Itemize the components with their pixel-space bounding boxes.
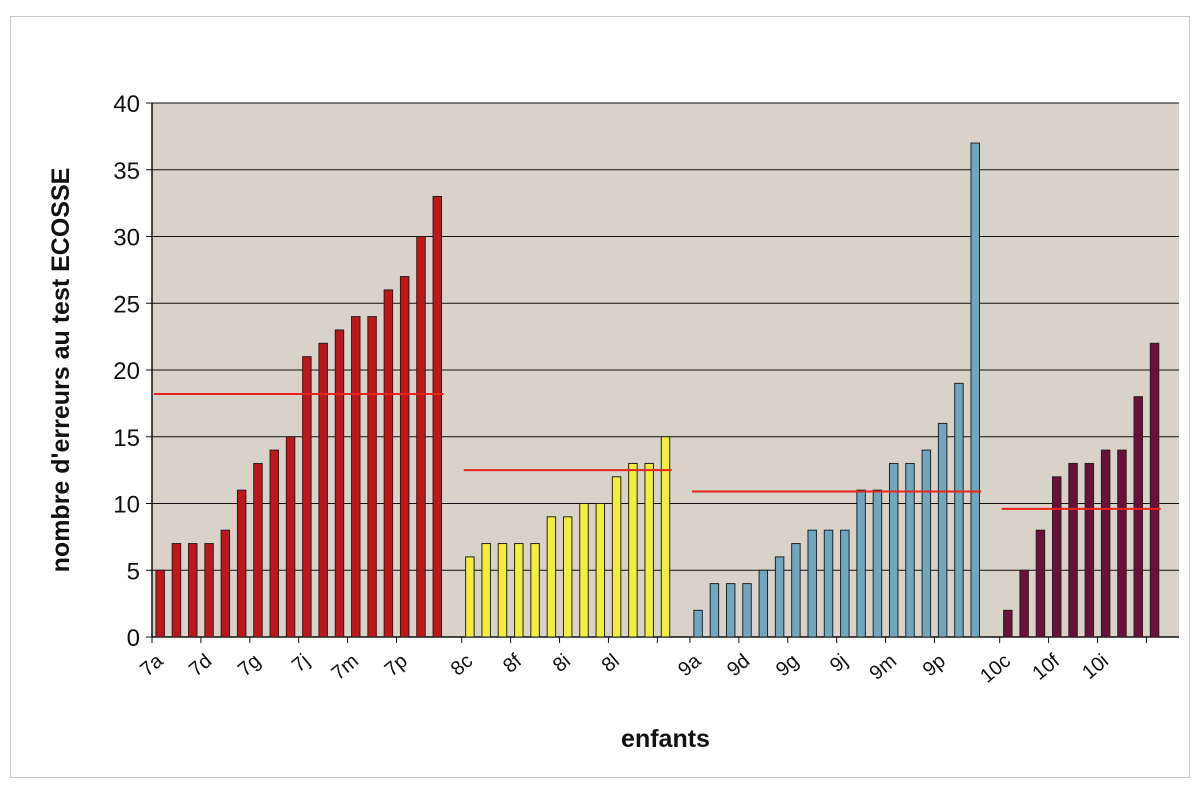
bar [970, 142, 980, 638]
bar [660, 436, 671, 638]
bar [188, 543, 198, 638]
x-tick-label: 8l [598, 650, 624, 677]
bar [1100, 449, 1111, 638]
bar [693, 609, 703, 638]
chart-frame: 0 5 10 15 20 25 30 35 40 7a 7d 7g 7j 7m 7p 8c 8f 8i 8l 9a 9d… [10, 16, 1190, 778]
bar [709, 583, 720, 638]
bar [318, 342, 328, 638]
y-axis-title: nombre d'erreurs au test ECOSSE [47, 168, 75, 573]
x-tick-label: 10f [1029, 650, 1065, 685]
bar [758, 569, 769, 638]
y-tick-label: 35 [113, 158, 140, 185]
x-tick-label: 7a [136, 649, 168, 681]
y-tick-label: 30 [113, 225, 140, 252]
bar [856, 489, 866, 638]
x-tick-label: 9m [866, 650, 901, 685]
bar [546, 516, 557, 638]
y-tick-label: 15 [113, 425, 140, 452]
bar [220, 529, 231, 638]
bar [888, 462, 899, 638]
bar [155, 569, 165, 638]
bar [872, 489, 883, 638]
bar [497, 543, 508, 638]
bar [1133, 396, 1143, 638]
bar [905, 462, 915, 638]
x-tick-label: 9a [674, 649, 706, 681]
bar [514, 543, 524, 638]
bar [595, 503, 606, 638]
bar [579, 503, 589, 638]
bar [1068, 462, 1078, 638]
bar [204, 543, 214, 638]
bar [921, 449, 932, 638]
y-tick-label: 40 [113, 91, 140, 118]
x-tick-label: 9g [772, 650, 803, 681]
bar [774, 556, 785, 638]
bar [383, 289, 394, 638]
x-tick-label: 9j [826, 650, 852, 677]
bar [725, 583, 736, 638]
bar [937, 422, 948, 638]
bar [1149, 342, 1160, 638]
bar [644, 462, 654, 638]
bar [1019, 569, 1029, 638]
x-tick-label: 8f [499, 650, 526, 678]
bar [791, 543, 801, 638]
bar [823, 529, 834, 638]
bar [432, 195, 443, 638]
bar [742, 583, 752, 638]
bar [1051, 476, 1062, 638]
y-tick-label: 20 [113, 358, 140, 385]
y-tick-label: 5 [127, 558, 140, 585]
bar [562, 516, 573, 638]
bar [236, 489, 247, 638]
bar [416, 236, 426, 638]
bar [367, 316, 377, 638]
bar [285, 436, 296, 638]
bar [269, 449, 280, 638]
x-tick-label: 10i [1078, 650, 1113, 684]
bar [253, 462, 263, 638]
x-tick-label: 7g [234, 650, 265, 681]
x-tick-label: 7p [381, 650, 412, 681]
bar [530, 543, 540, 638]
bar [334, 329, 345, 638]
bar [1035, 529, 1046, 638]
x-tick-label: 7j [288, 650, 314, 677]
bar [1117, 449, 1127, 638]
x-tick-label: 8i [549, 650, 575, 677]
bar [807, 529, 817, 638]
bar [1003, 609, 1013, 638]
bar [399, 276, 410, 638]
bar [481, 543, 491, 638]
bar [954, 382, 964, 638]
y-tick-label: 25 [113, 291, 140, 318]
bar [171, 543, 182, 638]
y-tick-label: 10 [113, 492, 140, 519]
bar [840, 529, 850, 638]
x-tick-label: 8c [447, 650, 477, 680]
x-tick-label: 7d [185, 650, 216, 681]
x-tick-label: 7m [328, 650, 363, 685]
bar [611, 476, 622, 638]
x-tick-label: 10c [976, 650, 1015, 688]
bar [302, 356, 312, 638]
bar [465, 556, 475, 638]
bar [1084, 462, 1095, 638]
bar [351, 316, 361, 638]
x-tick-label: 9d [723, 650, 754, 681]
bar-chart: 0 5 10 15 20 25 30 35 40 7a 7d 7g 7j 7m 7p 8c 8f 8i 8l 9a 9d… [47, 91, 1179, 753]
x-tick-label: 9p [919, 650, 950, 681]
y-tick-label: 0 [127, 625, 140, 652]
x-axis-title: enfants [621, 725, 710, 753]
bar [628, 462, 638, 638]
